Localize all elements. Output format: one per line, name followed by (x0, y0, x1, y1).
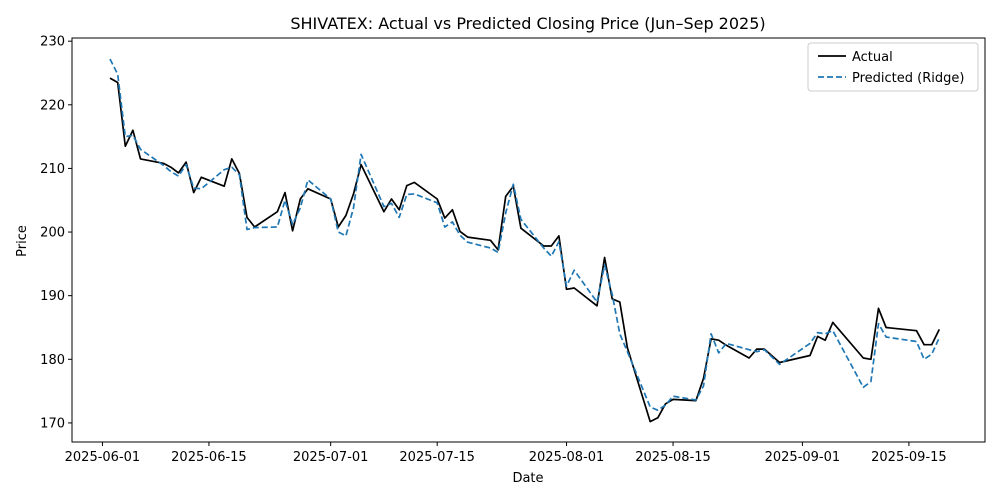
y-tick-label: 210 (40, 162, 65, 177)
x-tick-label: 2025-08-01 (529, 450, 605, 465)
y-tick-label: 190 (40, 289, 65, 304)
x-tick-label: 2025-06-15 (171, 450, 247, 465)
y-tick-label: 230 (40, 35, 65, 50)
legend-label-predicted: Predicted (Ridge) (852, 71, 964, 86)
x-tick-label: 2025-07-15 (399, 450, 475, 465)
legend-label-actual: Actual (852, 50, 893, 65)
y-axis-title: Price (15, 225, 30, 257)
y-tick-label: 200 (40, 226, 65, 241)
chart-title: SHIVATEX: Actual vs Predicted Closing Pr… (290, 14, 765, 33)
x-axis-title: Date (512, 471, 543, 486)
x-tick-label: 2025-07-01 (293, 450, 369, 465)
x-tick-label: 2025-09-01 (765, 450, 841, 465)
y-tick-label: 220 (40, 98, 65, 113)
y-tick-label: 180 (40, 353, 65, 368)
legend: Actual Predicted (Ridge) (808, 43, 978, 91)
y-tick-label: 170 (40, 416, 65, 431)
x-tick-label: 2025-06-01 (65, 450, 141, 465)
x-tick-label: 2025-08-15 (635, 450, 711, 465)
x-tick-label: 2025-09-15 (871, 450, 947, 465)
